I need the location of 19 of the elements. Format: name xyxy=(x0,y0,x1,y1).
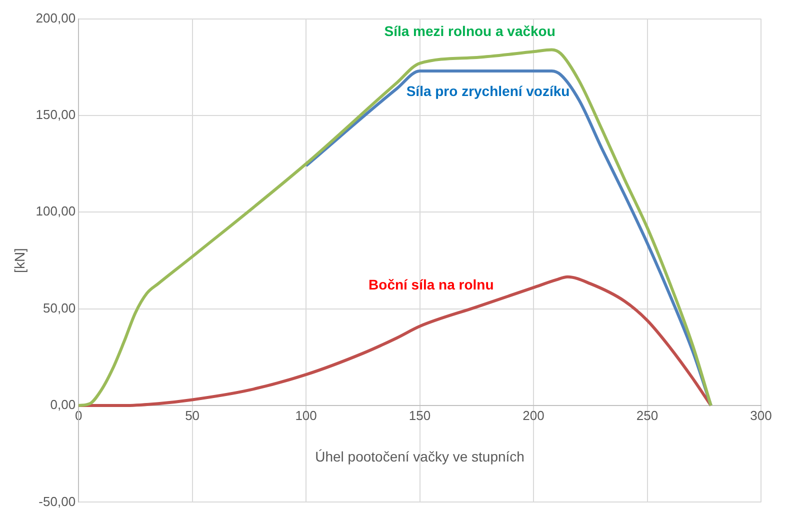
y-tick-label: 100,00 xyxy=(36,204,76,219)
line-series xyxy=(78,48,712,408)
y-tick-label: 50,00 xyxy=(43,300,76,316)
series-label: Boční síla na rolnu xyxy=(368,276,494,292)
x-axis-title: Úhel pootočení vačky ve stupních xyxy=(315,448,524,464)
x-tick-label: 250 xyxy=(636,408,658,423)
x-tick-label: 300 xyxy=(750,408,772,423)
y-tick-label: 0,00 xyxy=(50,397,76,412)
y-axis-title: [kN] xyxy=(11,248,28,273)
x-tick-label: 200 xyxy=(522,408,544,423)
series-label: Síla pro zrychlení vozíku xyxy=(406,83,570,100)
y-tick-label: -50,00 xyxy=(38,494,76,509)
x-tick-label: 100 xyxy=(295,408,317,423)
line-series xyxy=(304,70,712,408)
x-tick-label: 50 xyxy=(185,408,200,423)
y-tick-label: 150,00 xyxy=(36,107,76,122)
y-tick-label: 200,00 xyxy=(36,10,76,26)
x-tick-label: 150 xyxy=(408,408,431,423)
series-label: Síla mezi rolnou a vačkou xyxy=(384,23,556,40)
